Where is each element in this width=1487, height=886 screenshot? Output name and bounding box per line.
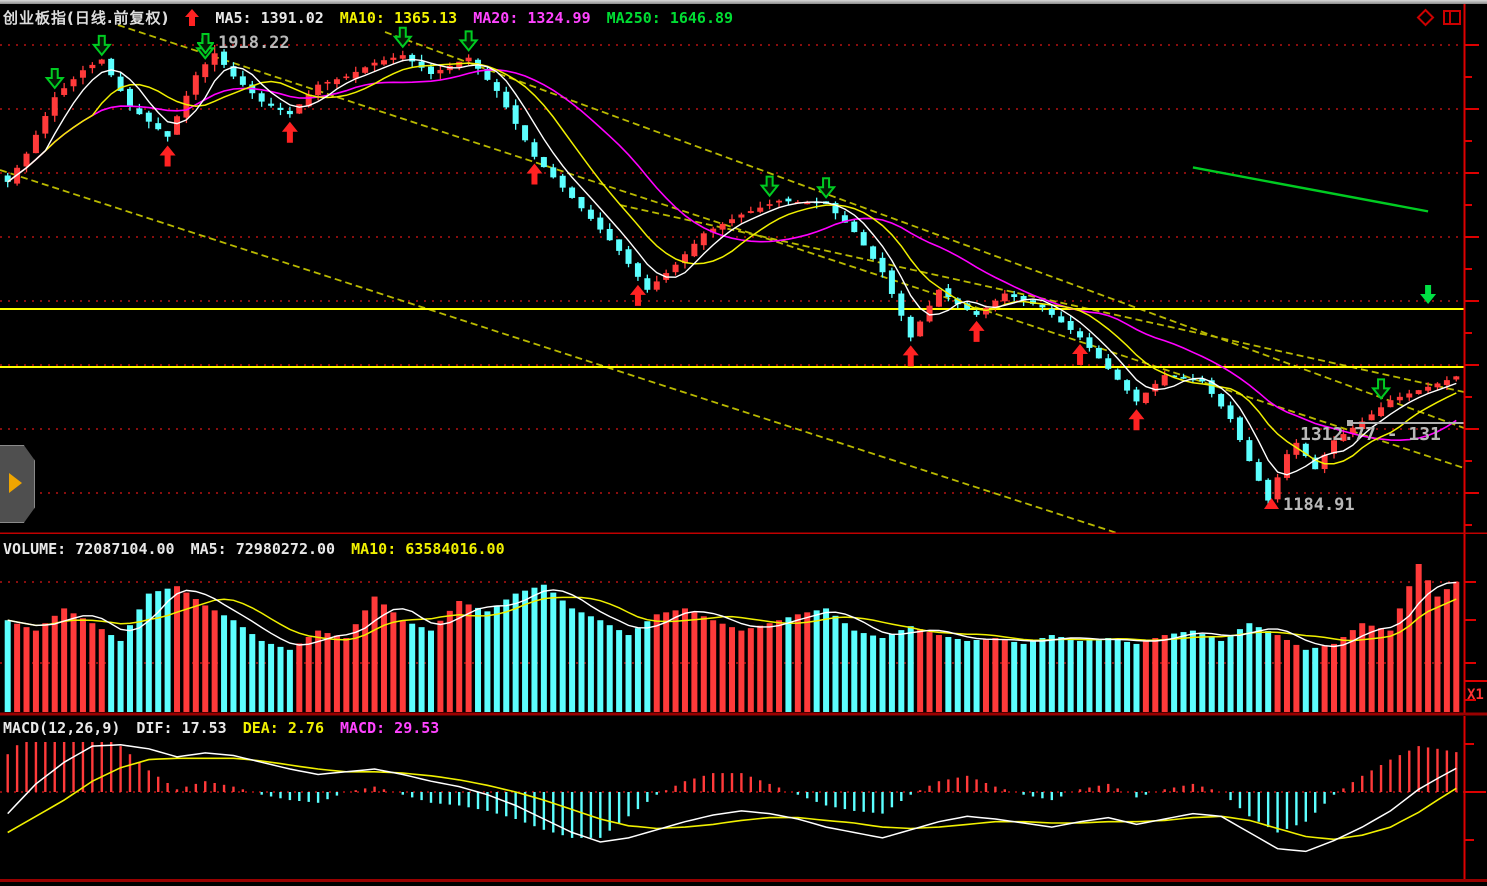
macd-name: MACD(12,26,9) bbox=[3, 719, 121, 737]
sell-signal-arrow-icon bbox=[196, 33, 215, 55]
volume-chart-canvas[interactable] bbox=[0, 534, 1487, 716]
peak-annotation: 1918.22 bbox=[196, 33, 290, 55]
window-edge bbox=[0, 0, 1487, 4]
macd-header: MACD(12,26,9) DIF: 17.53 DEA: 2.76 MACD:… bbox=[3, 719, 439, 737]
ma5-line bbox=[7, 58, 1457, 476]
dif-line bbox=[7, 744, 1457, 853]
price-axis bbox=[1463, 4, 1479, 534]
low-price-label: 1184.91 bbox=[1283, 495, 1355, 515]
dea-value: DEA: 2.76 bbox=[242, 719, 324, 737]
ma10-value: MA10: 1365.13 bbox=[339, 8, 458, 27]
candlesticks bbox=[4, 45, 1460, 506]
volume-ma10-value: MA10: 63584016.00 bbox=[351, 540, 505, 558]
trend-channel-lines bbox=[0, 24, 1465, 534]
dif-value: DIF: 17.53 bbox=[136, 719, 227, 737]
macd-histogram bbox=[6, 742, 1458, 838]
ma20-line bbox=[7, 68, 1457, 442]
low-triangle-icon bbox=[1264, 498, 1279, 509]
volume-bars bbox=[4, 564, 1460, 712]
trendline-value-label: 1312.77 - 131 bbox=[1300, 424, 1441, 445]
expand-arrow-icon bbox=[9, 473, 22, 493]
volume-ma5-line bbox=[7, 581, 1457, 648]
main-chart-header: 创业板指(日线.前复权) MA5: 1391.02 MA10: 1365.13 … bbox=[3, 7, 733, 28]
selected-trendline bbox=[1347, 420, 1464, 426]
macd-axis bbox=[1463, 716, 1486, 882]
macd-value: MACD: 29.53 bbox=[340, 719, 440, 737]
left-panel-expander[interactable] bbox=[0, 445, 35, 523]
volume-ma10-line bbox=[7, 596, 1457, 642]
main-chart-canvas[interactable] bbox=[0, 4, 1487, 534]
scale-badge: X1 bbox=[1467, 687, 1484, 703]
volume-value: VOLUME: 72087104.00 bbox=[3, 540, 175, 558]
ma20-value: MA20: 1324.99 bbox=[473, 8, 591, 27]
low-annotation: 1184.91 bbox=[1264, 495, 1355, 515]
instrument-title: 创业板指(日线.前复权) bbox=[3, 9, 170, 27]
volume-ma5-value: MA5: 72980272.00 bbox=[190, 540, 336, 558]
signal-markers bbox=[44, 26, 1437, 431]
signal-up-arrow-icon bbox=[185, 9, 200, 26]
ma10-line bbox=[7, 62, 1457, 465]
ma250-line bbox=[1192, 166, 1429, 213]
split-window-icon[interactable] bbox=[1442, 8, 1462, 27]
volume-axis bbox=[1463, 534, 1487, 714]
macd-chart-canvas[interactable] bbox=[0, 716, 1487, 886]
volume-header: VOLUME: 72087104.00 MA5: 72980272.00 MA1… bbox=[3, 540, 505, 558]
ma250-value: MA250: 1646.89 bbox=[606, 8, 734, 27]
support-lines bbox=[0, 308, 1464, 368]
ma5-value: MA5: 1391.02 bbox=[215, 8, 324, 27]
price-gridlines bbox=[0, 44, 1464, 494]
diamond-marker-icon[interactable] bbox=[1416, 8, 1435, 27]
peak-price-label: 1918.22 bbox=[218, 33, 290, 53]
